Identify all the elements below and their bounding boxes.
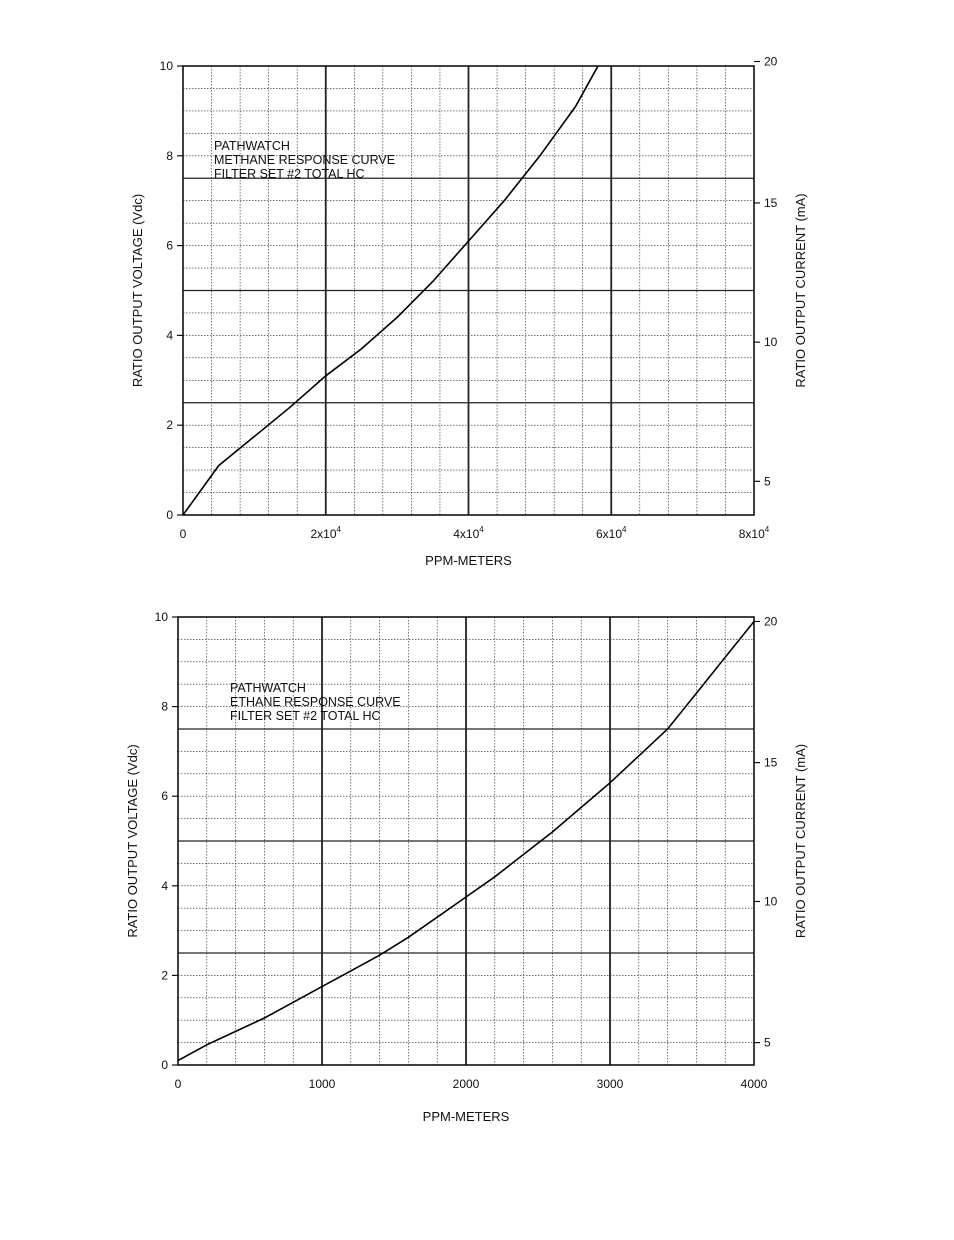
data-point [667,728,668,730]
data-point [600,61,601,62]
annotation-line: ETHANE RESPONSE CURVE [230,695,401,709]
y-tick-label: 6 [161,789,168,803]
data-point [325,375,327,377]
grid [183,66,754,515]
y-tick-label: 8 [166,149,173,163]
data-point [575,106,576,107]
y-right-tick-label: 10 [764,335,778,349]
y-right-axis-label: RATIO OUTPUT CURRENT (mA) [793,744,808,938]
grid [178,617,754,1065]
data-point [638,755,640,757]
x-tick-base: 4000 [741,1077,768,1091]
x-axis-label: PPM-METERS [425,553,512,568]
y-tick-label: 10 [155,610,169,624]
x-tick-label: 2000 [453,1077,480,1091]
data-point [468,240,469,242]
data-point [609,782,611,784]
x-tick-base: 4x10 [453,527,479,541]
data-point [432,281,434,282]
data-point [494,876,496,878]
x-tick-base: 0 [175,1077,182,1091]
y-right-tick-label: 20 [764,55,778,69]
x-tick-label: 0 [180,527,187,541]
data-point [539,155,541,157]
x-tick-base: 3000 [597,1077,624,1091]
annotation-line: PATHWATCH [214,139,290,153]
series-line [183,66,599,515]
y-tick-label: 0 [166,508,173,522]
y-tick-label: 2 [161,968,168,982]
plot-frame [182,65,755,516]
data-point [289,406,291,408]
x-axis-label: PPM-METERS [423,1109,510,1124]
x-tick-base: 1000 [309,1077,336,1091]
data-point [178,1060,179,1061]
y-tick-label: 4 [166,328,173,342]
data-point [408,936,409,938]
data-point [696,692,697,694]
y-tick-label: 10 [160,59,174,73]
y-right-tick-label: 20 [764,614,778,628]
chart-2: 0 2 4 6 8 10 5 10 15 20 0 1000 2000 3000 4000 PPM-METER… [125,610,808,1124]
plot-frame [177,616,755,1066]
y-right-tick-label: 5 [764,1036,771,1050]
x-tick-exponent: 4 [479,525,484,534]
data-point [552,831,553,833]
y-tick-label: 4 [161,879,168,893]
y-right-tick-label: 5 [764,474,771,488]
y-tick-label: 2 [166,418,173,432]
y-axis-label: RATIO OUTPUT VOLTAGE (Vdc) [130,194,145,387]
x-tick-label: 2x104 [311,525,342,541]
x-tick-label: 1000 [309,1077,336,1091]
data-point [396,317,398,318]
data-point [350,970,352,972]
x-tick-label: 6x104 [596,525,627,541]
x-tick-base: 0 [180,527,187,541]
data-point [253,436,255,437]
x-tick-label: 0 [175,1077,182,1091]
x-tick-label: 4000 [741,1077,768,1091]
data-point [206,1044,208,1046]
data-point [321,986,323,987]
annotation-line: FILTER SET #2 TOTAL HC [214,167,365,181]
data-point [724,656,726,658]
y-tick-label: 8 [161,700,168,714]
y-tick-label: 6 [166,239,173,253]
data-point [753,621,754,622]
y-axis-label: RATIO OUTPUT VOLTAGE (Vdc) [125,744,140,937]
x-tick-base: 6x10 [596,527,622,541]
y-tick-label: 0 [161,1058,168,1072]
x-tick-exponent: 4 [622,525,627,534]
annotation-line: FILTER SET #2 TOTAL HC [230,709,381,723]
data-point [361,348,362,350]
y-right-tick-label: 10 [764,894,778,908]
data-point [264,1017,265,1019]
x-tick-base: 8x10 [739,527,765,541]
data-point [523,854,524,855]
x-tick-exponent: 4 [765,525,770,534]
data-point [235,1031,237,1032]
x-tick-label: 8x104 [739,525,770,541]
x-tick-label: 3000 [597,1077,624,1091]
y-right-tick-label: 15 [764,756,778,770]
x-tick-exponent: 4 [337,525,342,534]
data-point [183,514,184,515]
y-right-tick-label: 15 [764,196,778,210]
x-tick-base: 2x10 [311,527,337,541]
data-point [503,200,505,202]
annotation-line: METHANE RESPONSE CURVE [214,153,395,167]
data-point [379,954,380,956]
data-point [436,916,438,918]
y-right-axis-label: RATIO OUTPUT CURRENT (mA) [793,193,808,387]
data-point [218,465,220,467]
annotation-line: PATHWATCH [230,681,306,695]
data-point [292,1001,294,1003]
x-tick-label: 4x104 [453,525,484,541]
data-point [465,896,467,898]
x-tick-base: 2000 [453,1077,480,1091]
data-point [580,807,582,808]
